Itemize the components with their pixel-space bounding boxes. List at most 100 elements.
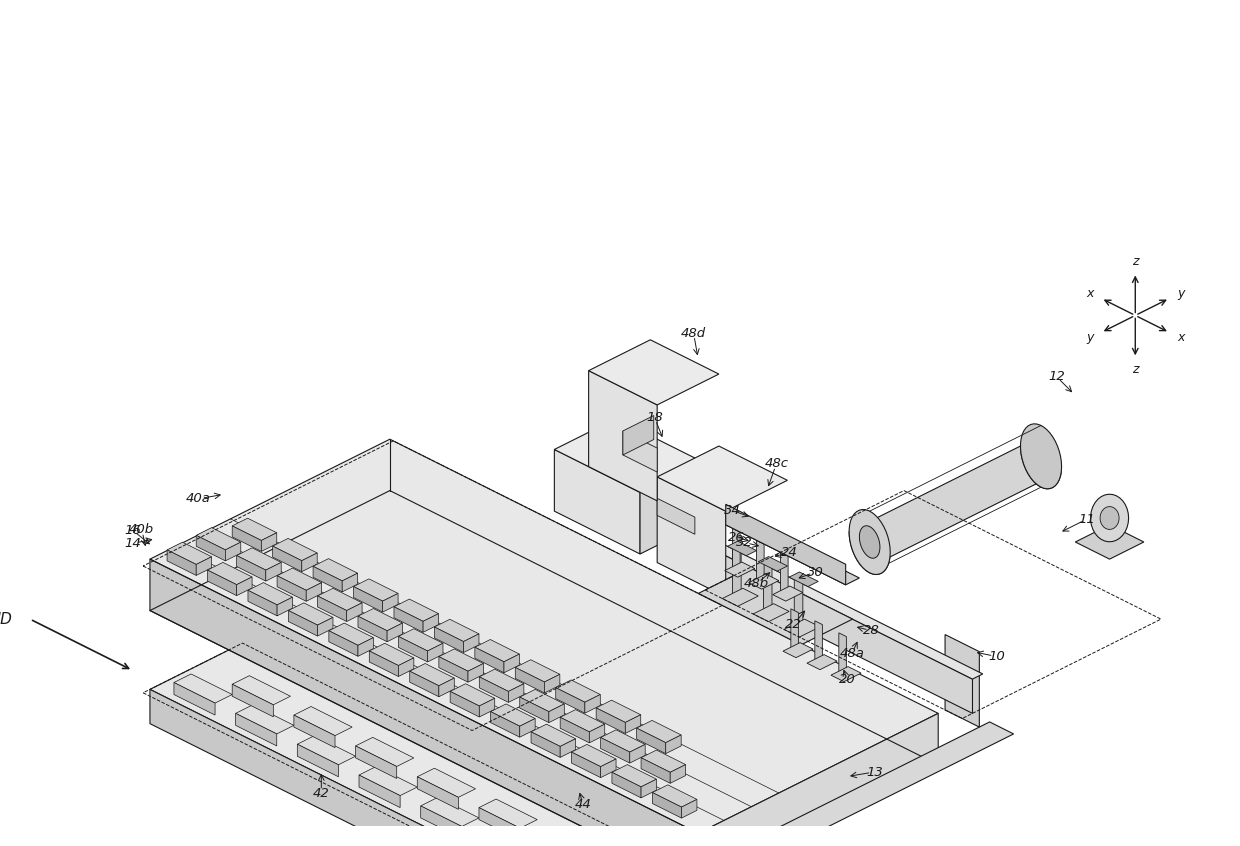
Polygon shape xyxy=(237,577,252,596)
Polygon shape xyxy=(196,528,241,550)
Polygon shape xyxy=(560,710,605,732)
Polygon shape xyxy=(232,526,262,552)
Polygon shape xyxy=(636,728,666,754)
Text: 11: 11 xyxy=(1079,513,1095,525)
Polygon shape xyxy=(479,799,537,828)
Polygon shape xyxy=(733,528,740,574)
Polygon shape xyxy=(237,548,281,570)
Polygon shape xyxy=(360,766,418,795)
Polygon shape xyxy=(480,698,495,717)
Polygon shape xyxy=(520,697,549,722)
Polygon shape xyxy=(722,588,759,607)
Text: 42: 42 xyxy=(312,787,330,799)
Polygon shape xyxy=(196,536,226,561)
Polygon shape xyxy=(516,667,544,693)
Polygon shape xyxy=(791,609,799,654)
Polygon shape xyxy=(277,568,321,591)
Polygon shape xyxy=(849,509,890,574)
Polygon shape xyxy=(789,572,818,586)
Polygon shape xyxy=(248,591,277,616)
Polygon shape xyxy=(556,680,600,702)
Polygon shape xyxy=(434,627,464,652)
Polygon shape xyxy=(237,556,265,581)
Text: 48b: 48b xyxy=(744,577,769,591)
Polygon shape xyxy=(784,619,820,637)
Polygon shape xyxy=(541,838,582,846)
Polygon shape xyxy=(226,542,241,561)
Polygon shape xyxy=(641,779,656,798)
Text: 48a: 48a xyxy=(839,647,864,660)
Polygon shape xyxy=(549,704,564,722)
Polygon shape xyxy=(589,371,657,501)
Text: 13: 13 xyxy=(866,766,883,778)
Polygon shape xyxy=(439,678,454,697)
Polygon shape xyxy=(358,608,403,631)
Polygon shape xyxy=(450,691,480,717)
Polygon shape xyxy=(450,684,495,706)
Polygon shape xyxy=(394,607,423,632)
Polygon shape xyxy=(387,623,403,642)
Polygon shape xyxy=(698,713,939,846)
Polygon shape xyxy=(831,667,861,682)
Polygon shape xyxy=(317,596,347,622)
Text: MD: MD xyxy=(0,612,12,627)
Polygon shape xyxy=(715,551,972,713)
Polygon shape xyxy=(358,616,387,642)
Polygon shape xyxy=(298,736,356,765)
Polygon shape xyxy=(418,777,459,810)
Polygon shape xyxy=(491,711,520,737)
Polygon shape xyxy=(480,669,523,691)
Polygon shape xyxy=(439,649,484,671)
Polygon shape xyxy=(394,599,439,621)
Polygon shape xyxy=(503,654,520,673)
Polygon shape xyxy=(724,562,755,577)
Polygon shape xyxy=(358,638,373,656)
Polygon shape xyxy=(625,715,641,733)
Polygon shape xyxy=(508,684,523,702)
Polygon shape xyxy=(383,593,398,613)
Polygon shape xyxy=(698,722,1013,846)
Polygon shape xyxy=(531,724,575,746)
Polygon shape xyxy=(329,623,373,645)
Polygon shape xyxy=(301,553,317,572)
Polygon shape xyxy=(682,799,697,818)
Polygon shape xyxy=(482,828,541,846)
Polygon shape xyxy=(232,676,290,705)
Polygon shape xyxy=(428,643,443,662)
Polygon shape xyxy=(1100,507,1118,530)
Polygon shape xyxy=(398,636,428,662)
Polygon shape xyxy=(294,715,335,748)
Polygon shape xyxy=(698,568,853,645)
Polygon shape xyxy=(596,708,625,733)
Polygon shape xyxy=(480,677,508,702)
Polygon shape xyxy=(277,597,293,616)
Polygon shape xyxy=(516,660,559,682)
Polygon shape xyxy=(600,730,645,752)
Polygon shape xyxy=(353,586,383,613)
Text: z: z xyxy=(1132,255,1138,267)
Polygon shape xyxy=(554,419,702,492)
Polygon shape xyxy=(773,586,802,602)
Polygon shape xyxy=(641,750,686,772)
Polygon shape xyxy=(666,735,681,754)
Text: 10: 10 xyxy=(988,650,1004,663)
Polygon shape xyxy=(398,629,443,651)
Polygon shape xyxy=(420,797,479,827)
Polygon shape xyxy=(439,656,467,682)
Text: 24: 24 xyxy=(781,547,797,559)
Polygon shape xyxy=(475,640,520,662)
Polygon shape xyxy=(356,746,397,778)
Polygon shape xyxy=(232,519,277,541)
Polygon shape xyxy=(782,643,813,657)
Text: y: y xyxy=(1177,287,1184,300)
Text: y: y xyxy=(1086,331,1094,343)
Polygon shape xyxy=(174,674,232,703)
Polygon shape xyxy=(150,648,712,846)
Polygon shape xyxy=(531,732,560,757)
Polygon shape xyxy=(248,583,293,605)
Text: 48c: 48c xyxy=(764,458,789,470)
Text: 26: 26 xyxy=(728,530,744,544)
Polygon shape xyxy=(464,634,479,652)
Polygon shape xyxy=(298,744,339,777)
Polygon shape xyxy=(725,504,846,585)
